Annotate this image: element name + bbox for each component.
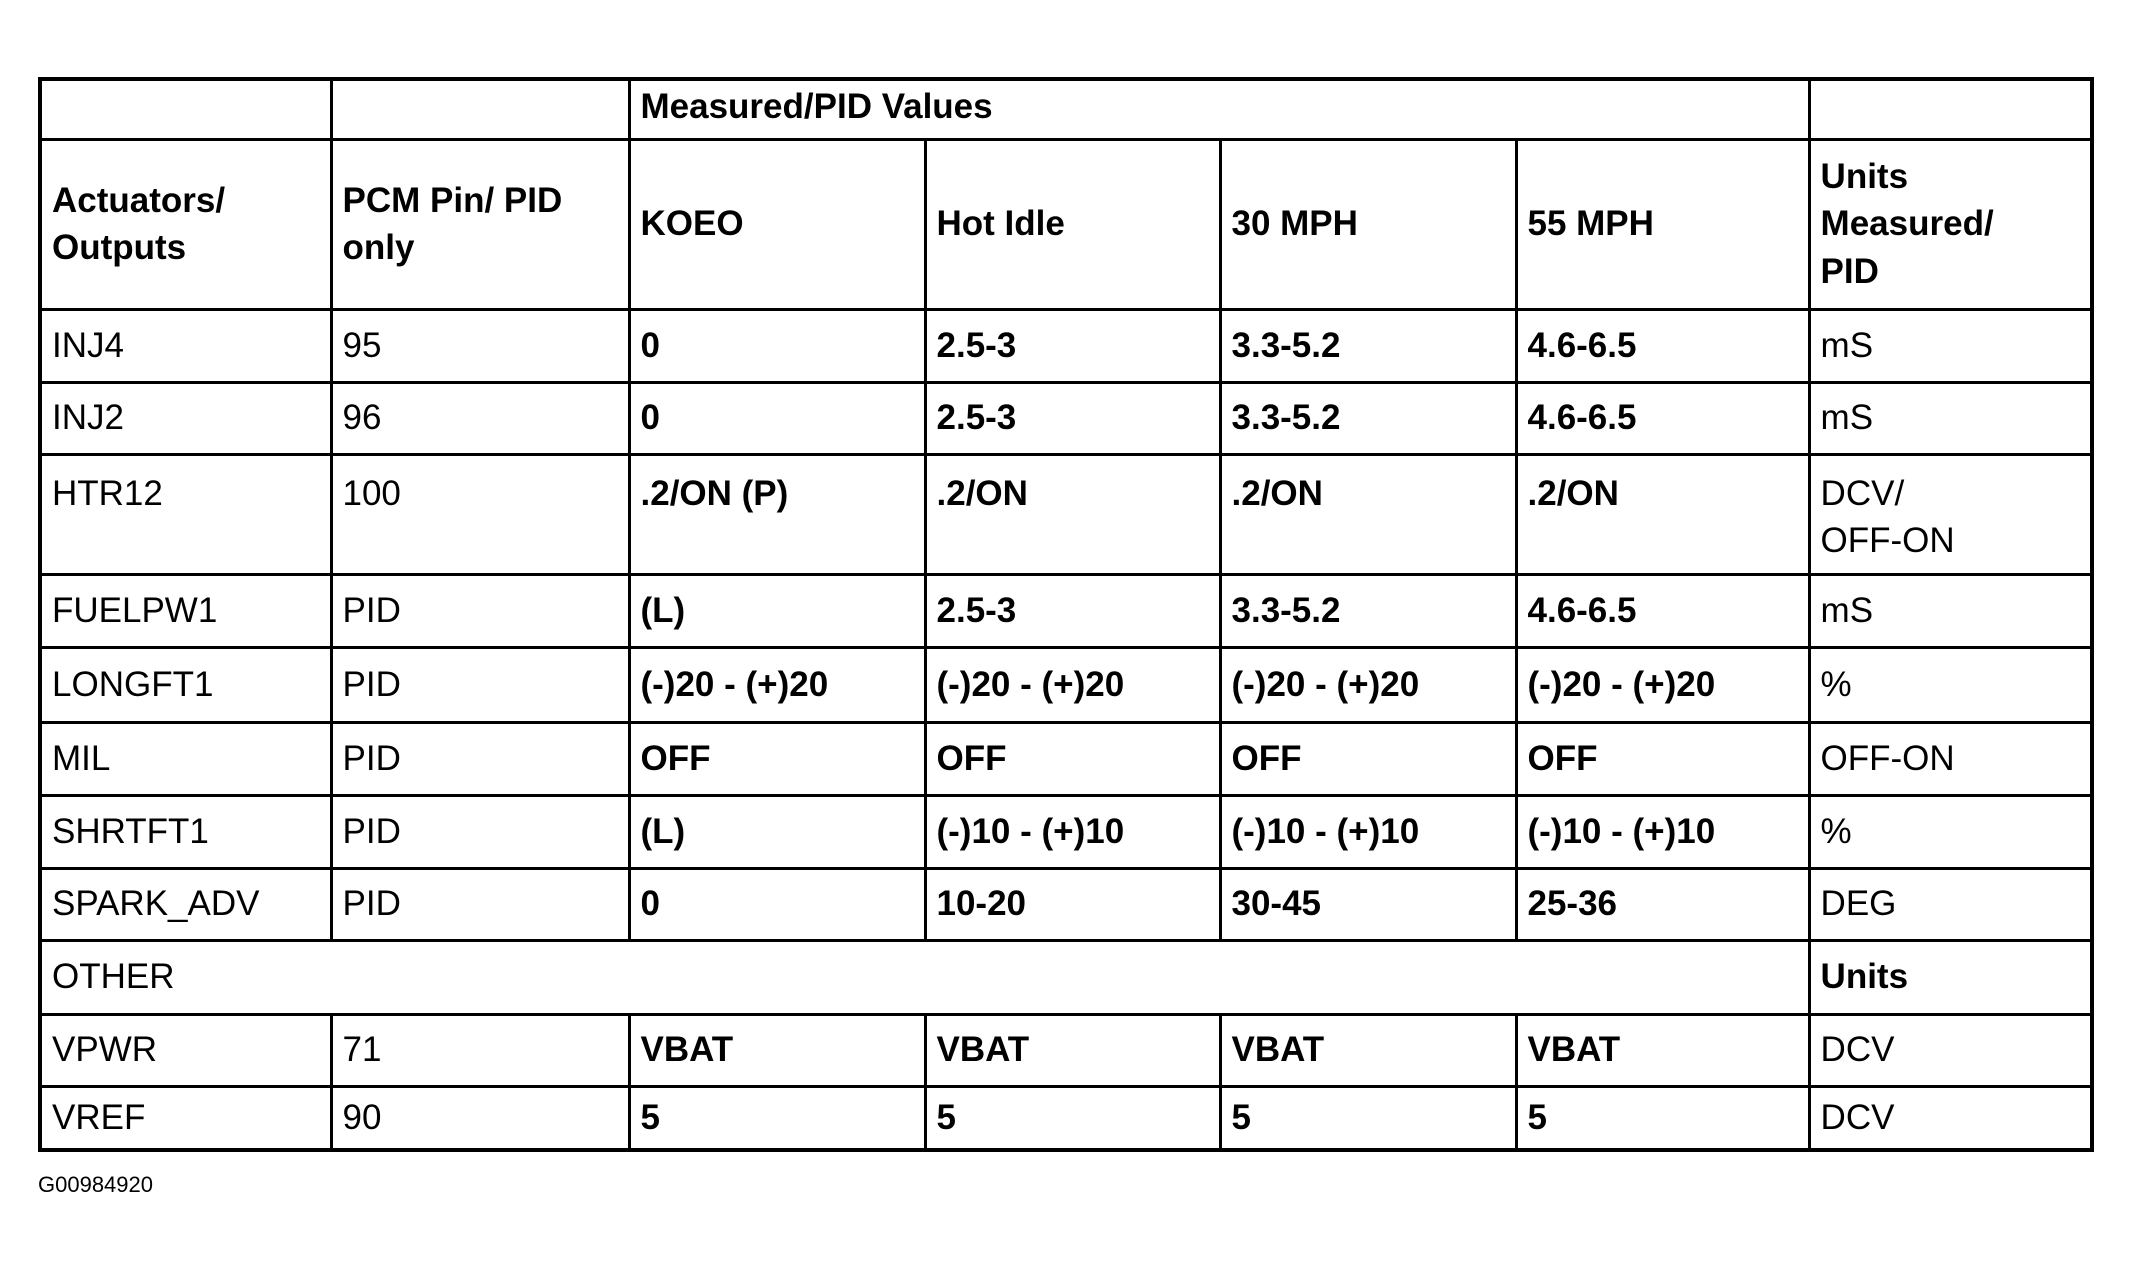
table-row: HTR12 100.2/ON (P) .2/ON .2/ON .2/ON DCV/ OFF… (38, 452, 2094, 576)
value-cell: 4.6-6.5 (1514, 307, 1811, 384)
value-cell: (-)10 - (+)10 (923, 793, 1222, 870)
pcm-pin: PID (329, 645, 631, 724)
value-cell: VBAT (1218, 1012, 1518, 1088)
table-row: SHRTFT1 PID (L) (-)10 - (+)10 (-)10 - (+)10(… (38, 793, 2094, 870)
table-row: MIL PID OFF OFF OFF OFF OFF-ON (38, 720, 2094, 797)
value-cell: 5 (1218, 1084, 1518, 1152)
value-cell: 25-36 (1514, 866, 1811, 942)
value-cell: 2.5-3 (923, 572, 1222, 649)
table-row: LONGFT1 PID (-)20 - (+)20 (-)20 - (+)20 (-)2… (38, 645, 2094, 724)
table-row: VPWR 71 VBAT VBAT VBAT VBAT DCV (38, 1012, 2094, 1088)
units: % (1807, 793, 2094, 870)
pid-values-table: Measured/PID Values Actuators/ Outputs PC… (38, 77, 2095, 1152)
column-header-row: Actuators/ Outputs PCM Pin/ PID only KOEO H… (38, 137, 2094, 311)
empty-cell (329, 77, 631, 141)
column-header: Units Measured/ PID (1807, 137, 2094, 311)
row-label: HTR12 (38, 452, 333, 576)
column-header: KOEO (627, 137, 927, 311)
table-row: SPARK_ADV PID 0 10-20 30-45 25-36 DEG (38, 866, 2094, 942)
value-cell: 3.3-5.2 (1218, 572, 1518, 649)
value-cell: 3.3-5.2 (1218, 380, 1518, 456)
pcm-pin: 95 (329, 307, 631, 384)
value-cell: VBAT (923, 1012, 1222, 1088)
units: % (1807, 645, 2094, 724)
value-cell: 2.5-3 (923, 307, 1222, 384)
value-cell: (-)20 - (+)20 (1218, 645, 1518, 724)
pcm-pin: PID (329, 572, 631, 649)
table-row: INJ2 96 0 2.5-3 3.3-5.2 4.6-6.5 mS (38, 380, 2094, 456)
pcm-pin: 71 (329, 1012, 631, 1088)
column-header: Actuators/ Outputs (38, 137, 333, 311)
value-cell: 5 (1514, 1084, 1811, 1152)
units: mS (1807, 380, 2094, 456)
value-cell: VBAT (627, 1012, 927, 1088)
column-header: 30 MPH (1218, 137, 1518, 311)
row-label: INJ4 (38, 307, 333, 384)
group-header-row: Measured/PID Values (38, 77, 2094, 141)
value-cell: .2/ON (1218, 452, 1518, 576)
pcm-pin: 100 (329, 452, 631, 576)
value-cell: 5 (627, 1084, 927, 1152)
units: DCV (1807, 1084, 2094, 1152)
value-cell: .2/ON (1514, 452, 1811, 576)
units: mS (1807, 572, 2094, 649)
row-label: VPWR (38, 1012, 333, 1088)
value-cell: OFF (1514, 720, 1811, 797)
column-header: Hot Idle (923, 137, 1222, 311)
pcm-pin: PID (329, 720, 631, 797)
value-cell: 3.3-5.2 (1218, 307, 1518, 384)
row-label: LONGFT1 (38, 645, 333, 724)
other-section-row: OTHER Units (38, 938, 2094, 1016)
value-cell: (-)20 - (+)20 (627, 645, 927, 724)
value-cell: 0 (627, 380, 927, 456)
value-cell: .2/ON (923, 452, 1222, 576)
column-header: 55 MPH (1514, 137, 1811, 311)
value-cell: OFF (1218, 720, 1518, 797)
figure-id: G00984920 (38, 1172, 153, 1197)
pcm-pin: 96 (329, 380, 631, 456)
value-cell: .2/ON (P) (627, 452, 927, 576)
value-cell: (L) (627, 572, 927, 649)
value-cell: 5 (923, 1084, 1222, 1152)
value-cell: 30-45 (1218, 866, 1518, 942)
value-cell: 2.5-3 (923, 380, 1222, 456)
value-cell: (-)20 - (+)20 (1514, 645, 1811, 724)
table-row: INJ4 95 0 2.5-3 3.3-5.2 4.6-6.5 mS (38, 307, 2094, 384)
row-label: VREF (38, 1084, 333, 1152)
other-units-label: Units (1807, 938, 2094, 1016)
value-cell: (L) (627, 793, 927, 870)
value-cell: VBAT (1514, 1012, 1811, 1088)
table-row: VREF 90 5 5 5 5 DCV (38, 1084, 2094, 1152)
units: DCV (1807, 1012, 2094, 1088)
row-label: SHRTFT1 (38, 793, 333, 870)
empty-cell (38, 77, 333, 141)
group-header: Measured/PID Values (627, 77, 1811, 141)
value-cell: (-)10 - (+)10 (1514, 793, 1811, 870)
value-cell: (-)20 - (+)20 (923, 645, 1222, 724)
units: OFF-ON (1807, 720, 2094, 797)
value-cell: OFF (627, 720, 927, 797)
empty-cell (1807, 77, 2094, 141)
row-label: SPARK_ADV (38, 866, 333, 942)
other-label: OTHER (38, 938, 1811, 1016)
value-cell: OFF (923, 720, 1222, 797)
value-cell: 4.6-6.5 (1514, 380, 1811, 456)
value-cell: 4.6-6.5 (1514, 572, 1811, 649)
row-label: INJ2 (38, 380, 333, 456)
table-row: FUELPW1 PID (L) 2.5-3 3.3-5.2 4.6-6.5 mS (38, 572, 2094, 649)
row-label: MIL (38, 720, 333, 797)
units: DEG (1807, 866, 2094, 942)
value-cell: (-)10 - (+)10 (1218, 793, 1518, 870)
pcm-pin: PID (329, 793, 631, 870)
units: DCV/ OFF-ON (1807, 452, 2094, 576)
value-cell: 0 (627, 866, 927, 942)
pcm-pin: 90 (329, 1084, 631, 1152)
value-cell: 10-20 (923, 866, 1222, 942)
units: mS (1807, 307, 2094, 384)
column-header: PCM Pin/ PID only (329, 137, 631, 311)
value-cell: 0 (627, 307, 927, 384)
pcm-pin: PID (329, 866, 631, 942)
row-label: FUELPW1 (38, 572, 333, 649)
